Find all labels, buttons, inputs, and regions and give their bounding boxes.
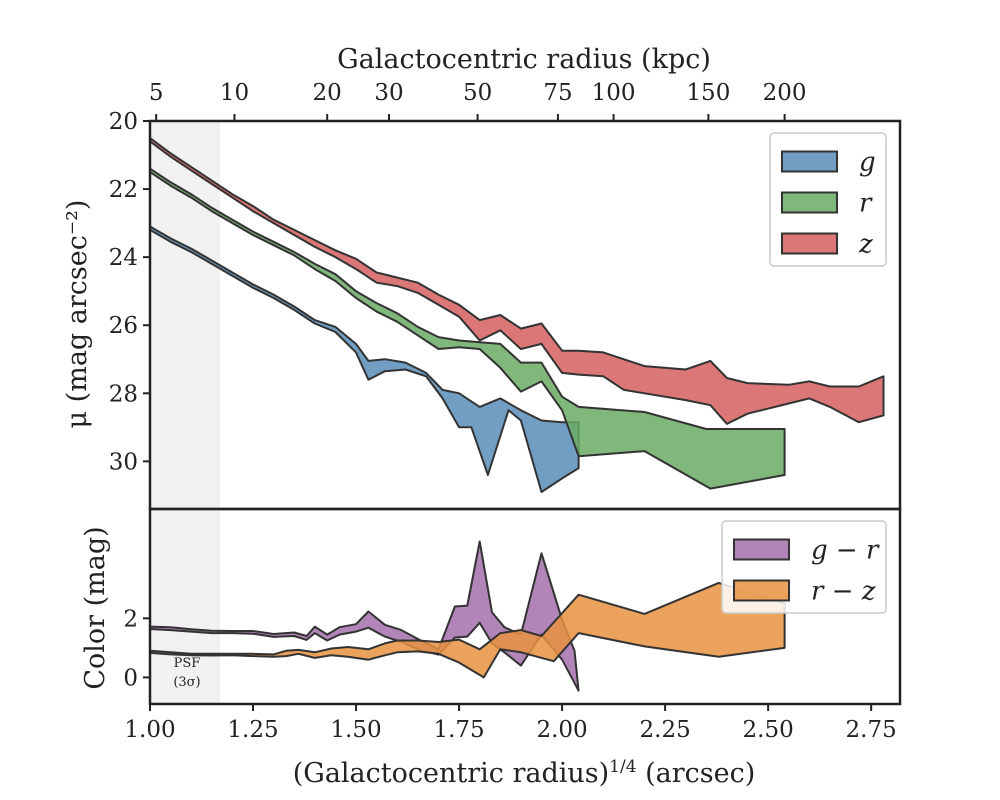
top-tick-label: 150	[686, 80, 730, 106]
top-tick-label: 100	[592, 80, 636, 106]
axes-frame	[148, 507, 902, 706]
legend-swatch-r-z	[733, 579, 790, 602]
legend: g − r r − z	[721, 520, 887, 614]
legend-label-r-z: r − z	[811, 577, 876, 607]
color-panel: 0 2 1.00 1.25 1.50 1.75 2.00 2.25 2.50 2.75 g − r r…	[123, 507, 902, 743]
top-tick-label: 75	[543, 80, 572, 106]
top-tick-label: 200	[763, 80, 807, 106]
legend: grz	[769, 132, 887, 267]
psf-label-line1: PSF	[174, 656, 201, 671]
band-z	[150, 137, 885, 425]
x-tick-label: 1.50	[330, 717, 381, 743]
x-tick-label: 1.25	[227, 717, 278, 743]
legend-label-g-r: g − r	[811, 536, 880, 566]
y-tick-label: 22	[109, 177, 138, 203]
top-tick-label: 30	[374, 80, 403, 106]
top-tick-label: 5	[149, 80, 164, 106]
band-r	[150, 167, 786, 490]
bottom-x-axis-label: (Galactocentric radius)1/4 (arcsec)	[293, 757, 756, 789]
x-tick-label: 1.75	[433, 717, 484, 743]
top-axis-label: Galactocentric radius (kpc)	[337, 44, 711, 75]
y-tick-label: 30	[109, 449, 138, 475]
top-tick-label: 10	[220, 80, 249, 106]
psf-shade	[150, 121, 221, 509]
y-tick-label: 24	[109, 245, 138, 271]
legend-swatch-r	[781, 191, 838, 214]
x-tick-label: 2.50	[743, 717, 794, 743]
top-y-axis-label: μ (mag arcsec⁻²)	[62, 200, 93, 429]
plot-area	[150, 137, 885, 493]
x-tick-label: 2.75	[846, 717, 897, 743]
y-tick-label: 0	[123, 665, 138, 691]
top-tick-label: 50	[463, 80, 492, 106]
x-tick-label: 2.00	[536, 717, 587, 743]
bottom-y-axis-label: Color (mag)	[80, 526, 111, 689]
legend-swatch-g	[781, 150, 838, 173]
x-tick-label: 2.25	[640, 717, 691, 743]
plot-area	[150, 540, 786, 692]
y-tick-label: 20	[109, 109, 138, 135]
surface-brightness-panel: 20 22 24 26 28 30 5 10 20 30 50 75 100 150 200 grz	[109, 80, 902, 511]
y-tick-label: 28	[109, 381, 138, 407]
y-tick-label: 2	[123, 606, 138, 632]
legend-label-z: z	[858, 230, 873, 260]
legend-swatch-z	[781, 232, 838, 255]
band-r-z	[150, 581, 786, 679]
y-tick-label: 26	[109, 313, 138, 339]
legend-label-g: g	[859, 148, 876, 178]
psf-label-line2: (3σ)	[173, 675, 200, 690]
psf-shade	[150, 509, 221, 704]
x-tick-label: 1.00	[124, 717, 175, 743]
legend-label-r: r	[859, 189, 873, 219]
top-tick-label: 20	[313, 80, 342, 106]
legend-swatch-g-r	[733, 538, 790, 561]
band-g-r	[150, 540, 580, 692]
band-g	[150, 225, 580, 493]
